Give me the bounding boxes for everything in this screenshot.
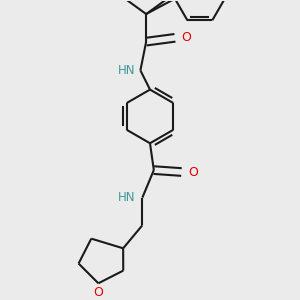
Text: O: O	[182, 31, 191, 44]
Text: HN: HN	[118, 191, 135, 204]
Text: O: O	[93, 286, 103, 299]
Text: HN: HN	[118, 64, 136, 77]
Text: O: O	[188, 166, 198, 178]
